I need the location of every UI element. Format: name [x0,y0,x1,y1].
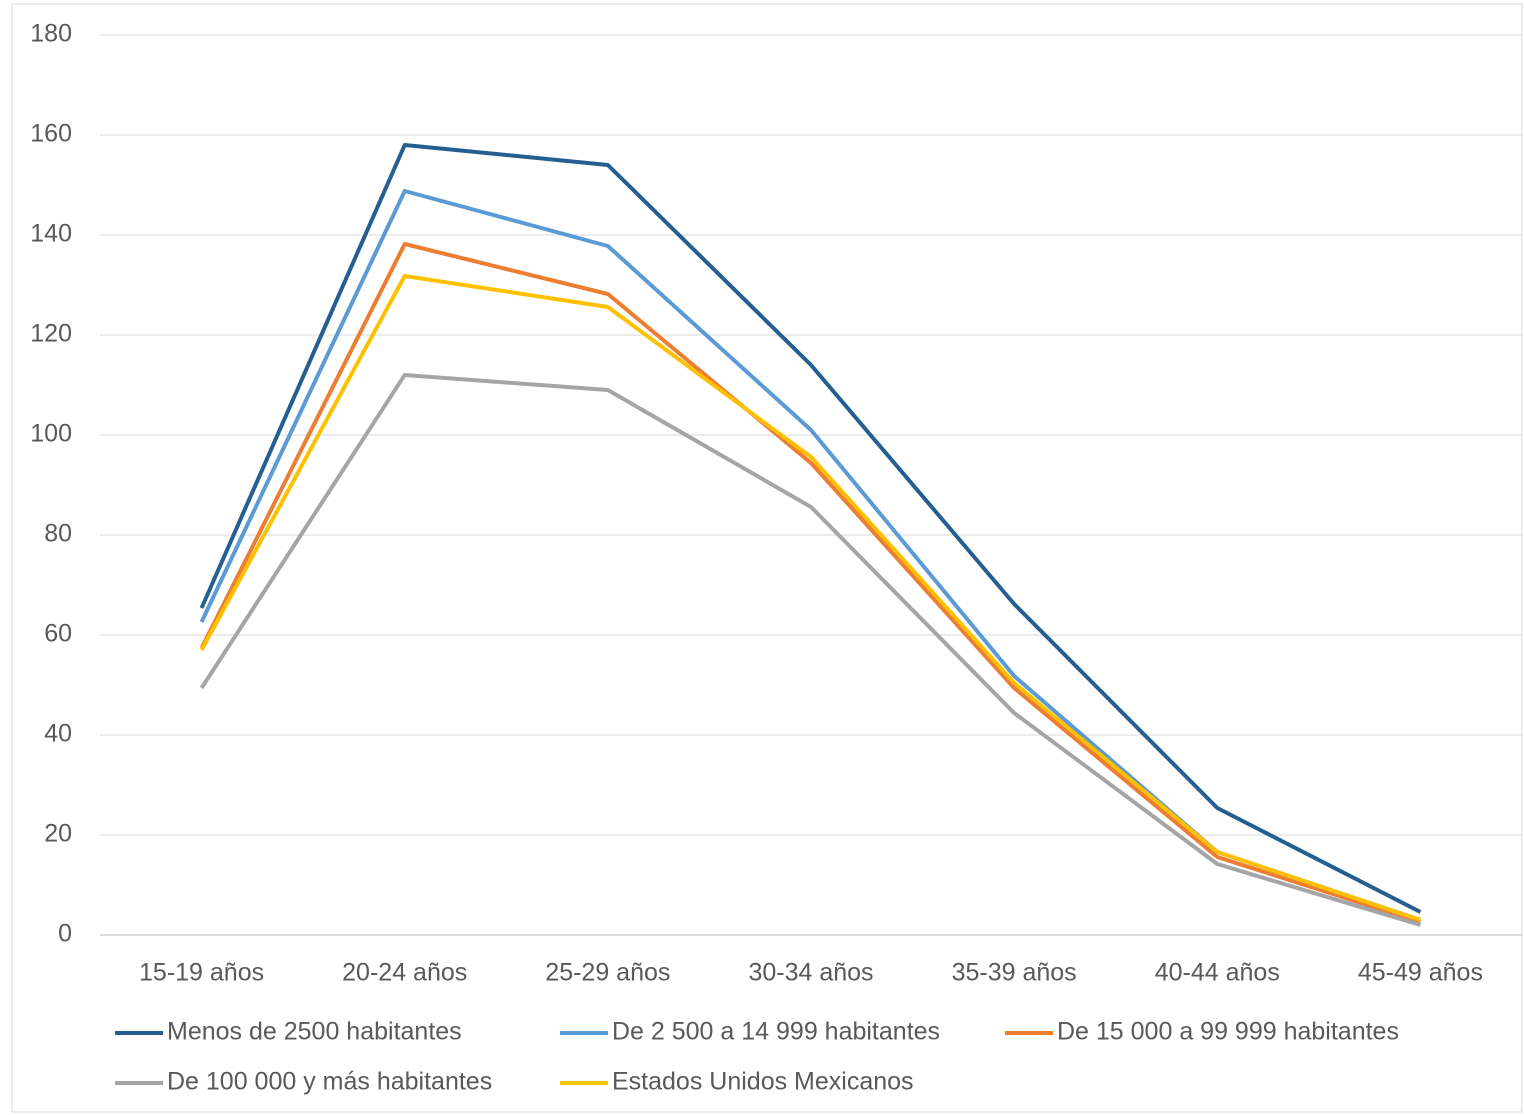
x-tick-label: 20-24 años [342,959,467,987]
y-tick-label: 140 [30,220,72,248]
y-tick-label: 160 [30,120,72,148]
y-tick-label: 100 [30,420,72,448]
chart-frame [11,3,1523,1113]
x-tick-label: 25-29 años [545,959,670,987]
series-line [199,242,1422,924]
x-tick-label: 15-19 años [139,959,264,987]
x-tick-label: 35-39 años [952,959,1077,987]
legend-label: Menos de 2500 habitantes [167,1018,462,1046]
series-line [199,373,1422,927]
y-tick-label: 120 [30,320,72,348]
series-line [199,274,1422,922]
y-tick-label: 60 [44,620,72,648]
legend-label: De 100 000 y más habitantes [167,1068,492,1096]
legend-label: De 2 500 a 14 999 habitantes [612,1018,940,1046]
x-tick-label: 45-49 años [1358,959,1483,987]
y-tick-label: 20 [44,820,72,848]
y-tick-label: 80 [44,520,72,548]
y-tick-label: 180 [30,20,72,48]
legend-label: De 15 000 a 99 999 habitantes [1057,1018,1399,1046]
legend-label: Estados Unidos Mexicanos [612,1068,914,1096]
series-line [199,143,1422,914]
y-tick-label: 0 [58,920,72,948]
x-tick-label: 40-44 años [1155,959,1280,987]
y-tick-label: 40 [44,720,72,748]
x-tick-label: 30-34 años [748,959,873,987]
